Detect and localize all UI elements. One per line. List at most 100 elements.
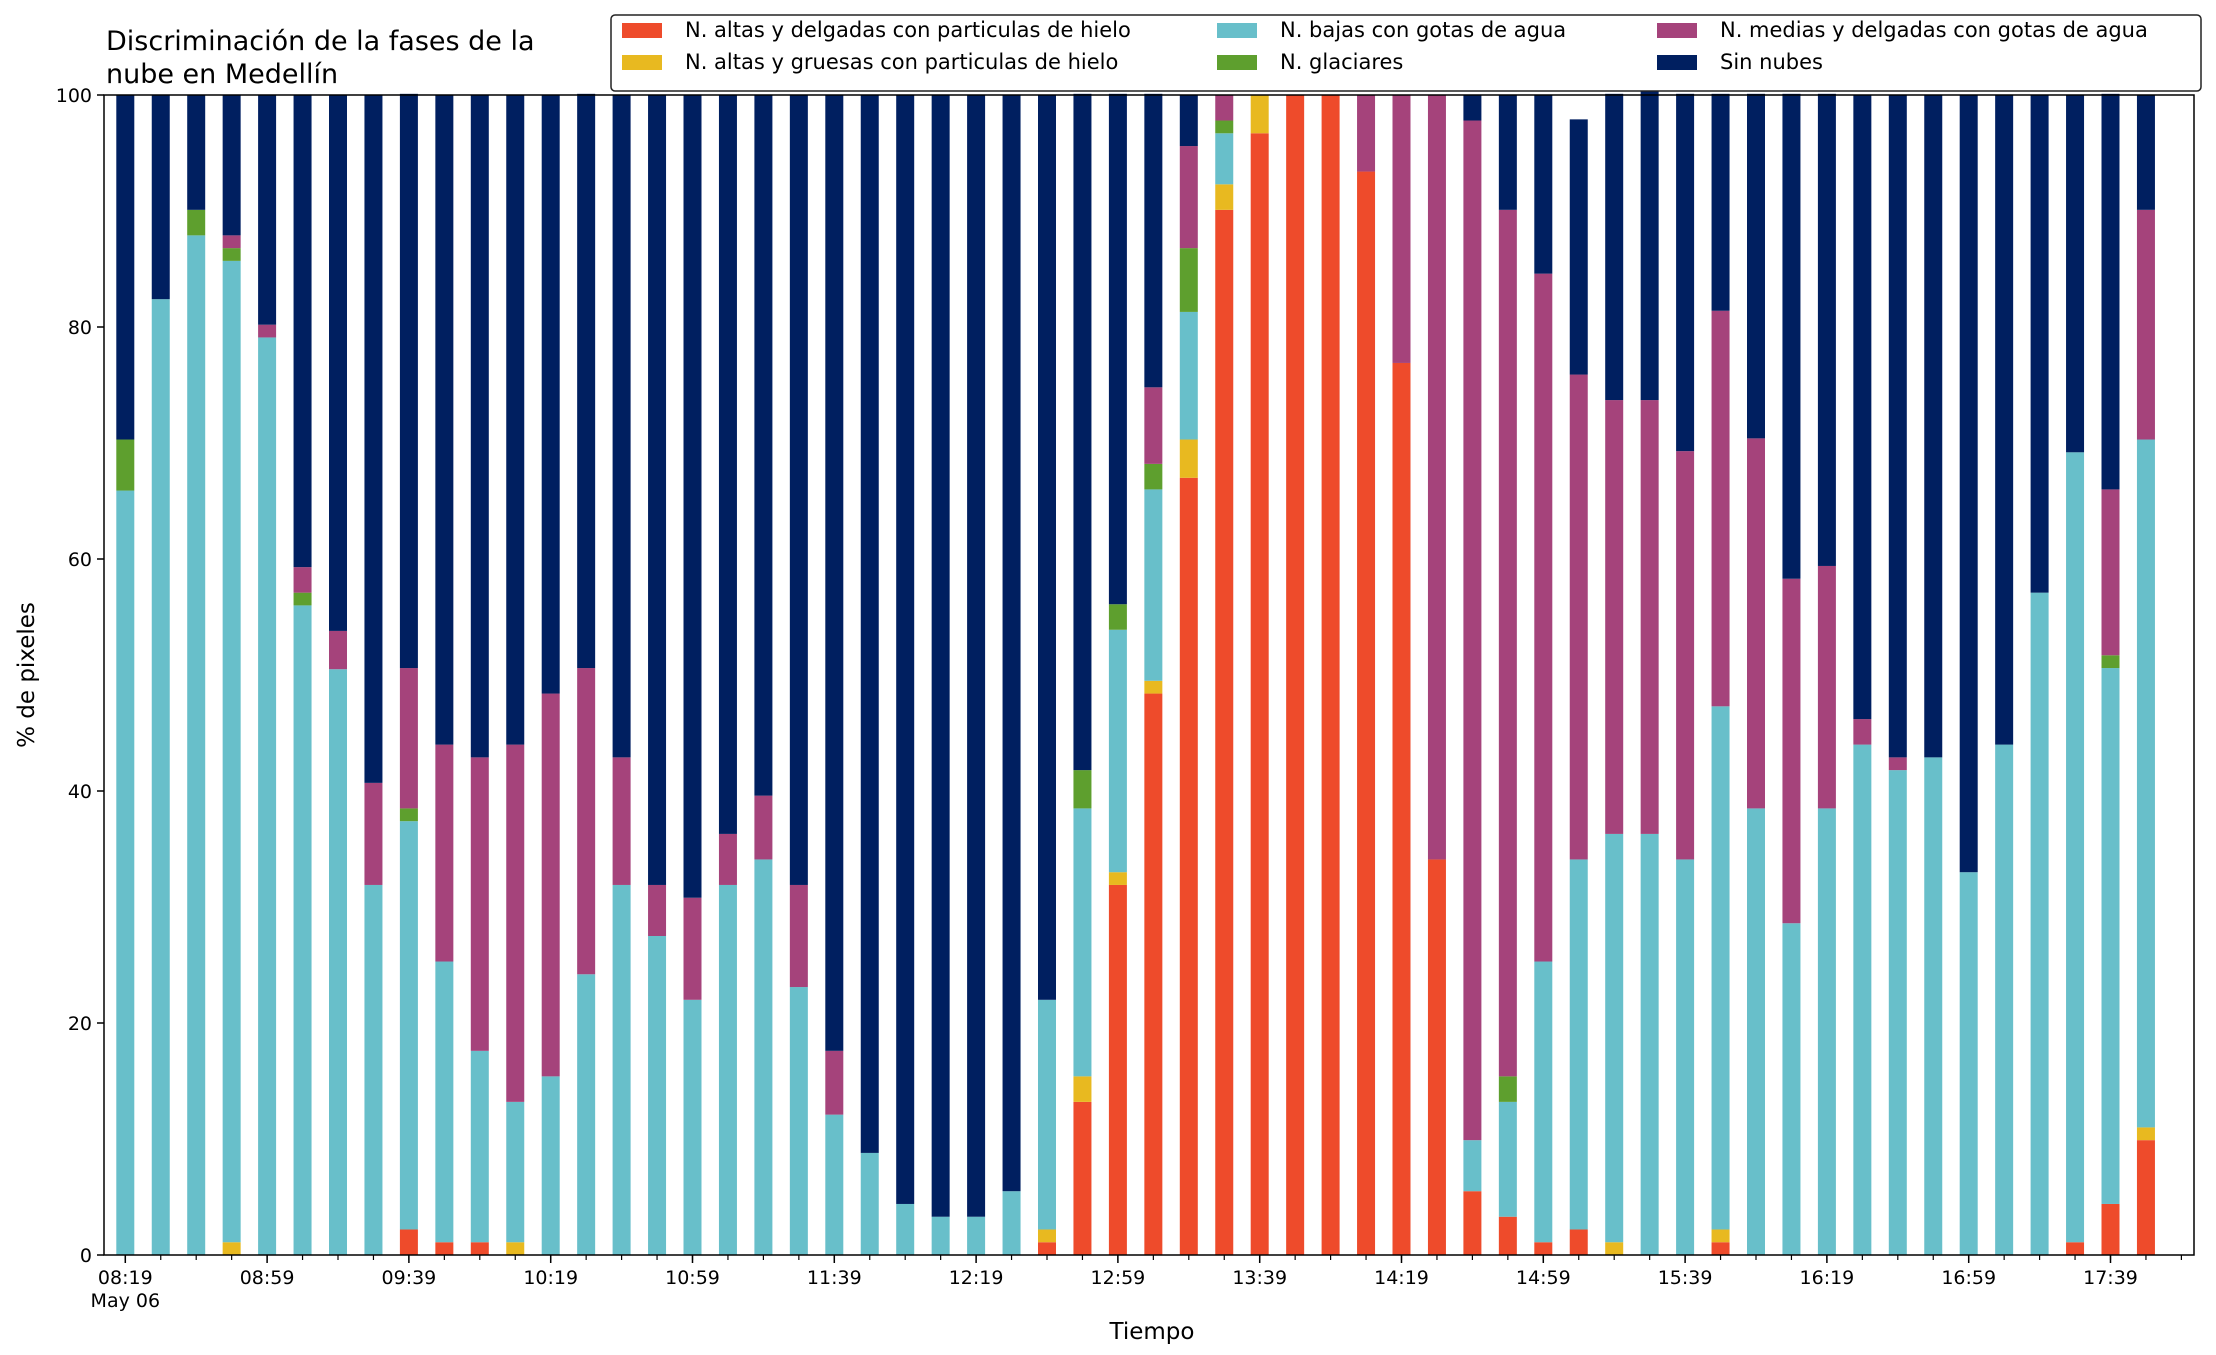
bar-segment-s2-10 xyxy=(470,1050,489,1243)
legend-swatch xyxy=(622,55,662,70)
bar-segment-s2-23 xyxy=(931,1216,950,1255)
x-tick-label: 17:39 xyxy=(2083,1267,2138,1289)
legend-label: N. glaciares xyxy=(1280,50,1403,74)
bar-segment-s4-37 xyxy=(1427,95,1446,860)
bar-segment-s2-55 xyxy=(2066,452,2085,1243)
bar-segment-s2-28 xyxy=(1108,629,1127,873)
bar-segment-s1-27 xyxy=(1073,1076,1092,1102)
plot-frame xyxy=(103,94,2195,1256)
bar-segment-s0-40 xyxy=(1534,1242,1553,1255)
bar-segment-s5-51 xyxy=(1924,95,1943,758)
bar-segment-s3-31 xyxy=(1215,120,1234,134)
bar-segment-s0-38 xyxy=(1463,1191,1482,1255)
bar-segment-s3-5 xyxy=(293,592,312,606)
bar-segment-s5-19 xyxy=(789,95,808,885)
bar-segment-s0-30 xyxy=(1179,477,1198,1255)
x-tick-label: 10:59 xyxy=(665,1267,720,1289)
bar-segment-s2-22 xyxy=(896,1203,915,1255)
bar-segment-s4-14 xyxy=(612,757,631,885)
bar-segment-s1-29 xyxy=(1144,680,1163,694)
bar-segment-s4-42 xyxy=(1605,400,1624,834)
bar-segment-s4-49 xyxy=(1853,719,1872,745)
bar-segment-s3-56 xyxy=(2101,655,2120,669)
bar-segment-s2-44 xyxy=(1676,859,1695,1255)
bar-segment-s4-57 xyxy=(2136,209,2155,440)
x-tick-label: 14:59 xyxy=(1516,1267,1571,1289)
bar-segment-s2-20 xyxy=(825,1114,844,1255)
bar-segment-s0-57 xyxy=(2136,1140,2155,1255)
bar-segment-s2-19 xyxy=(789,987,808,1255)
bar-segment-s4-29 xyxy=(1144,387,1163,464)
bar-segment-s2-0 xyxy=(116,490,135,1255)
bar-segment-s5-11 xyxy=(506,95,525,745)
bar-segment-s5-2 xyxy=(187,95,206,210)
bar-segment-s5-27 xyxy=(1073,93,1092,771)
bar-segment-s5-54 xyxy=(2030,95,2049,593)
bar-segment-s2-7 xyxy=(364,884,383,1255)
bar-segment-s5-30 xyxy=(1179,95,1198,147)
legend-label: N. altas y delgadas con particulas de hi… xyxy=(685,18,1131,42)
bar-segment-s4-3 xyxy=(222,235,241,249)
bar-segment-s3-27 xyxy=(1073,770,1092,809)
bar-segment-s2-29 xyxy=(1144,489,1163,681)
x-tick-label: 13:39 xyxy=(1232,1267,1287,1289)
bar-segment-s4-7 xyxy=(364,782,383,885)
bar-segment-s5-24 xyxy=(967,95,986,1217)
bar-segment-s5-39 xyxy=(1498,95,1517,210)
bar-segment-s4-18 xyxy=(754,795,773,860)
bar-segment-s5-52 xyxy=(1959,95,1978,873)
bar-segment-s5-44 xyxy=(1676,93,1695,452)
bar-segment-s4-11 xyxy=(506,744,525,1102)
bar-segment-s0-34 xyxy=(1321,95,1340,1255)
x-tick-label: 08:59 xyxy=(240,1267,295,1289)
bar-segment-s5-7 xyxy=(364,95,383,783)
bar-segment-s5-4 xyxy=(258,95,277,325)
bar-segment-s5-16 xyxy=(683,95,702,898)
bar-segment-s2-17 xyxy=(718,884,737,1255)
bar-segment-s2-57 xyxy=(2136,439,2155,1128)
bar-segment-s3-29 xyxy=(1144,463,1163,490)
bar-segment-s2-8 xyxy=(399,821,418,1230)
bar-segment-s0-33 xyxy=(1286,95,1305,1255)
bar-segment-s0-41 xyxy=(1569,1229,1588,1255)
bar-segment-s2-53 xyxy=(1995,744,2014,1255)
bar-segment-s2-16 xyxy=(683,999,702,1255)
bar-segment-s1-45 xyxy=(1711,1229,1730,1243)
bar-segment-s5-15 xyxy=(648,95,667,885)
bar-segment-s4-43 xyxy=(1640,400,1659,834)
bar-segment-s5-47 xyxy=(1782,93,1801,579)
bar-segment-s5-28 xyxy=(1108,93,1127,605)
x-tick-label: 11:39 xyxy=(807,1267,862,1289)
bar-segment-s4-47 xyxy=(1782,578,1801,924)
bar-segment-s5-55 xyxy=(2066,95,2085,453)
bar-segment-s4-15 xyxy=(648,884,667,936)
bar-segment-s5-3 xyxy=(222,95,241,236)
bar-segment-s5-40 xyxy=(1534,95,1553,274)
bar-segment-s2-54 xyxy=(2030,592,2049,1255)
y-tick-label: 80 xyxy=(68,317,92,339)
bar-segment-s4-50 xyxy=(1888,757,1907,771)
y-tick-label: 100 xyxy=(56,85,92,107)
bar-segment-s5-22 xyxy=(896,95,915,1204)
bar-segment-s2-50 xyxy=(1888,770,1907,1255)
bar-segment-s0-35 xyxy=(1357,171,1376,1255)
bar-segment-s5-46 xyxy=(1747,93,1765,439)
bar-segment-s2-9 xyxy=(435,961,454,1243)
bar-segment-s2-27 xyxy=(1073,808,1092,1077)
bar-segment-s5-43 xyxy=(1640,55,1659,401)
bar-segment-s4-8 xyxy=(399,668,418,809)
bar-segment-s0-31 xyxy=(1215,209,1234,1256)
bar-segment-s5-17 xyxy=(718,95,737,834)
bar-segment-s3-2 xyxy=(187,209,206,236)
bar-segment-s4-30 xyxy=(1179,146,1198,249)
bar-segment-s4-35 xyxy=(1357,95,1376,172)
bar-segment-s2-15 xyxy=(648,936,667,1255)
bar-segment-s0-9 xyxy=(435,1242,454,1255)
legend-label: Sin nubes xyxy=(1720,50,1823,74)
x-tick-sublabel: May 06 xyxy=(91,1290,161,1312)
bar-segment-s4-39 xyxy=(1498,209,1517,1077)
y-axis: 0 20 40 60 80 100 xyxy=(56,85,104,1267)
bar-segment-s2-30 xyxy=(1179,311,1198,440)
bar-segment-s0-56 xyxy=(2101,1203,2120,1255)
